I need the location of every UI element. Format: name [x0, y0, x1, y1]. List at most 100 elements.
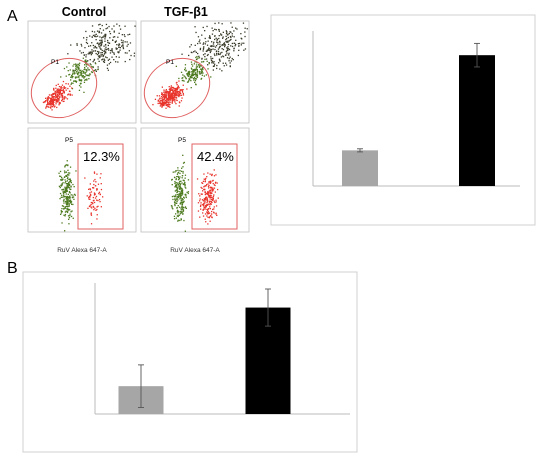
facs-event	[174, 101, 176, 103]
facs-event	[103, 61, 106, 63]
facs-event	[105, 28, 107, 30]
facs-event	[171, 95, 173, 97]
facs-event	[99, 42, 101, 44]
facs-event	[83, 37, 85, 39]
facs-event	[173, 87, 175, 89]
facs-event	[215, 29, 217, 31]
facs-event	[210, 58, 212, 60]
facs-event	[202, 212, 204, 214]
facs-event	[96, 208, 98, 211]
facs-event	[205, 50, 207, 52]
facs-event	[187, 81, 189, 83]
facs-event	[220, 56, 223, 58]
facs-event	[185, 69, 187, 71]
facs-event	[172, 198, 174, 201]
facs-event	[50, 106, 52, 108]
facs-event	[53, 104, 55, 106]
facs-event	[218, 30, 220, 32]
facs-event	[172, 98, 174, 100]
facs-event	[208, 212, 210, 214]
facs-event	[55, 90, 58, 92]
facs-event	[184, 230, 186, 232]
facs-event	[89, 35, 91, 37]
facs-event	[83, 68, 85, 71]
facs-event	[199, 200, 201, 202]
facs-event	[83, 54, 85, 56]
facs-event	[57, 88, 59, 90]
facs-event	[221, 48, 223, 50]
facs-event	[190, 76, 192, 78]
facs-event	[216, 41, 218, 43]
facs-event	[216, 53, 218, 55]
facs-event	[173, 195, 175, 197]
facs-event	[70, 200, 72, 202]
facs-event	[177, 199, 179, 201]
facs-event	[212, 48, 214, 50]
facs-event	[90, 51, 92, 53]
facs-event	[174, 182, 176, 185]
facs-event	[68, 181, 70, 184]
facs-event	[163, 103, 165, 105]
facs-event	[203, 203, 205, 205]
facs-event	[211, 198, 213, 200]
facs-event	[111, 28, 113, 30]
facs-event	[196, 62, 198, 64]
facs-event	[169, 101, 171, 103]
facs-event	[168, 91, 170, 93]
facs-event	[100, 48, 102, 50]
facs-event	[64, 195, 66, 198]
facs-event	[86, 78, 88, 80]
facs-event	[115, 61, 117, 63]
facs-event	[219, 59, 221, 61]
facs-event	[176, 207, 178, 209]
facs-event	[99, 39, 101, 42]
facs-event	[183, 197, 185, 199]
facs-event	[93, 206, 95, 208]
facs-event	[209, 173, 211, 175]
facs-event	[169, 106, 171, 108]
facs-event	[95, 63, 97, 65]
facs-event	[198, 40, 200, 43]
facs-event	[210, 196, 212, 198]
facs-event	[50, 99, 52, 101]
facs-event	[211, 186, 213, 189]
facs-event	[173, 218, 176, 220]
facs-event	[193, 69, 195, 71]
facs-event	[199, 198, 201, 200]
facs-event	[168, 103, 170, 105]
facs-event	[161, 100, 163, 103]
facs-event	[75, 63, 77, 65]
facs-event	[109, 37, 111, 39]
facs-event	[69, 93, 72, 95]
facs-event	[215, 181, 217, 183]
facs-event	[92, 200, 94, 202]
facs-event	[55, 96, 57, 98]
facs-event	[51, 106, 54, 108]
facs-event	[185, 78, 187, 80]
facs-event	[88, 188, 90, 190]
facs-event	[202, 47, 205, 49]
facs-event	[188, 73, 190, 76]
facs-event	[81, 45, 83, 47]
facs-event	[204, 180, 206, 182]
facs-event	[191, 76, 193, 79]
facs-event	[161, 92, 163, 94]
facs-event	[67, 70, 69, 72]
facs-event	[170, 99, 172, 101]
facs-event	[127, 34, 129, 36]
facs-event	[224, 44, 226, 46]
facs-event	[51, 98, 53, 100]
facs-event	[193, 51, 195, 53]
facs-event	[158, 102, 160, 104]
facs-event	[221, 70, 223, 72]
facs-event	[180, 211, 182, 213]
facs-event	[171, 86, 174, 89]
facs-event	[98, 31, 101, 33]
facs-event	[73, 80, 75, 82]
facs-event	[181, 90, 183, 92]
facs-event	[176, 189, 178, 191]
facs-event	[174, 94, 176, 97]
facs-event	[228, 32, 230, 35]
facs-event	[63, 87, 66, 89]
facs-event	[180, 94, 183, 96]
